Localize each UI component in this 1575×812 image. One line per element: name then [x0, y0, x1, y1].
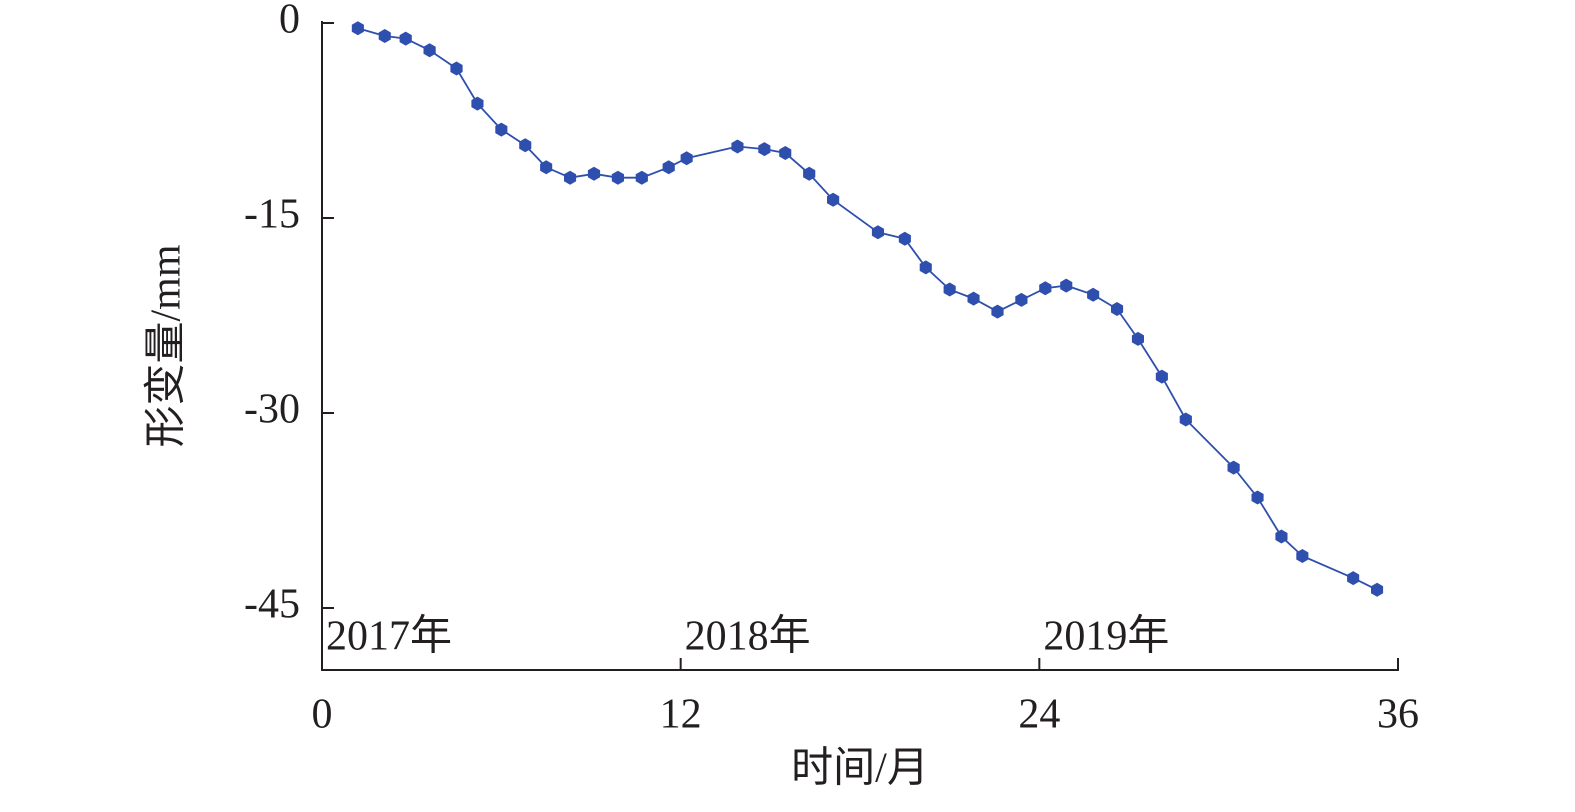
data-point: [827, 192, 840, 207]
data-point: [1347, 571, 1360, 586]
year-annotation: 2018年: [685, 613, 811, 660]
data-point: [1131, 331, 1144, 346]
data-point: [919, 260, 932, 275]
data-point: [1155, 369, 1168, 384]
data-point: [1039, 281, 1052, 296]
data-point: [635, 170, 648, 185]
data-point: [399, 31, 412, 46]
y-tick-label: -45: [244, 582, 300, 628]
data-point: [871, 225, 884, 240]
data-point: [1296, 549, 1309, 563]
x-axis-label: 时间/月: [791, 746, 929, 792]
data-point: [450, 61, 463, 76]
data-point: [1227, 460, 1240, 475]
data-point: [1087, 287, 1100, 302]
y-tick-label: -15: [244, 192, 300, 238]
x-tick-label: 0: [312, 692, 333, 738]
data-point: [564, 170, 577, 185]
data-point: [1015, 292, 1028, 307]
data-point: [1111, 302, 1124, 316]
data-point: [495, 122, 508, 137]
data-point: [662, 160, 675, 175]
data-point: [991, 304, 1004, 319]
data-point: [378, 29, 391, 43]
data-point: [803, 166, 816, 181]
data-point: [540, 160, 553, 175]
data-point: [1251, 490, 1264, 505]
data-point: [1275, 529, 1288, 544]
x-tick-label: 36: [1377, 692, 1419, 738]
data-line: [357, 27, 1378, 591]
data-point: [779, 146, 792, 160]
data-point: [471, 96, 484, 111]
data-point: [611, 170, 624, 185]
data-point: [731, 139, 744, 154]
year-annotation: 2019年: [1043, 613, 1169, 660]
data-point: [680, 151, 693, 166]
year-annotation: 2017年: [326, 613, 452, 660]
data-point: [943, 282, 956, 297]
x-tick-label: 12: [660, 692, 702, 738]
data-point: [1371, 582, 1384, 597]
data-point: [758, 142, 771, 157]
data-point: [519, 138, 532, 153]
data-point: [423, 43, 436, 58]
y-axis-label: 形变量/mm: [143, 244, 190, 447]
data-point: [1179, 412, 1192, 427]
data-point: [587, 166, 601, 181]
data-point: [351, 21, 364, 36]
y-tick-label: 0: [279, 0, 300, 43]
data-point: [967, 291, 980, 306]
y-tick-label: -30: [244, 387, 300, 433]
data-point: [1060, 278, 1073, 293]
data-point: [898, 231, 911, 246]
x-tick-label: 24: [1018, 692, 1060, 738]
